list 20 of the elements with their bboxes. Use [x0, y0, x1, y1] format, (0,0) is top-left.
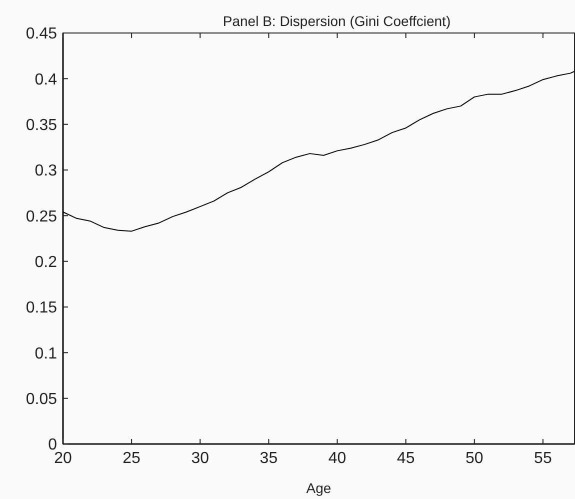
y-tick-label: 0.2: [34, 254, 58, 271]
x-axis-title: Age: [306, 480, 332, 496]
y-tick-label: 0.35: [26, 116, 58, 134]
x-tick-label: 35: [260, 450, 278, 467]
chart-title: Panel B: Dispersion (Gini Coeffcient): [222, 13, 451, 29]
x-tick-label: 45: [396, 450, 415, 467]
y-tick-label: 0.3: [34, 162, 58, 180]
y-tick-label: 0.25: [26, 208, 58, 226]
x-tick-label: 40: [328, 450, 346, 467]
x-tick-label: 50: [465, 450, 484, 467]
y-tick-label: 0.4: [34, 71, 58, 88]
y-tick-label: 0.1: [34, 345, 58, 362]
y-tick-label: 0.15: [26, 300, 58, 317]
x-tick-label: 30: [191, 450, 210, 467]
y-tick-label: 0.05: [26, 390, 58, 408]
x-tick-label: 20: [54, 450, 72, 467]
line-series: [62, 70, 575, 232]
x-tick-label: 25: [122, 450, 141, 467]
y-tick-label: 0.45: [26, 26, 58, 43]
x-tick-label: 55: [534, 450, 552, 467]
